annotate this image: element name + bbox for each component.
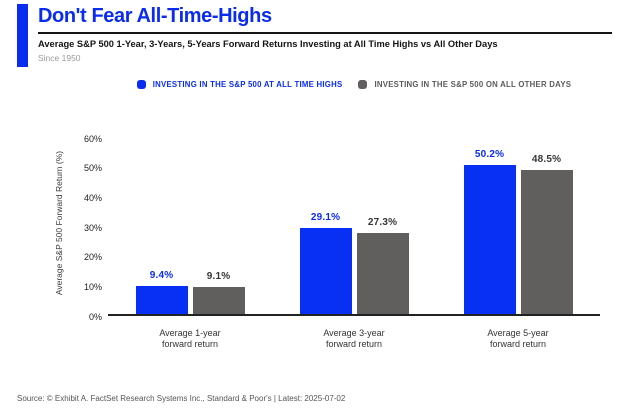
legend-marker-gray-icon <box>358 80 368 89</box>
accent-bar <box>17 4 28 67</box>
bar-value-label: 50.2% <box>474 149 505 161</box>
bar-value-label: 27.3% <box>367 217 398 229</box>
y-tick-label: 30% <box>83 222 102 233</box>
page-title: Don't Fear All-Time-Highs <box>38 5 272 27</box>
bar: 27.3% <box>356 217 409 314</box>
legend-item-all-time-highs[interactable]: INVESTING IN THE S&P 500 AT ALL TIME HIG… <box>136 80 343 89</box>
legend-label: INVESTING IN THE S&P 500 AT ALL TIME HIG… <box>152 80 343 89</box>
y-tick-label: 60% <box>83 133 102 144</box>
y-tick-label: 10% <box>83 281 102 292</box>
bar-group: 29.1% 27.3% Average 3-year forward return <box>299 138 409 349</box>
x-category-label: Average 1-year forward return <box>159 327 221 350</box>
legend-label: INVESTING IN THE S&P 500 ON ALL OTHER DA… <box>374 80 572 89</box>
plot-area: 9.4% 9.1% Average 1-year forward return 29.… <box>108 138 600 349</box>
bar-value-label: 29.1% <box>310 211 341 223</box>
bar: 29.1% <box>299 212 352 314</box>
bar: 50.2% <box>463 149 516 314</box>
source-attribution: Source: © Exhibit A. FactSet Research Sy… <box>17 394 346 403</box>
y-tick-label: 20% <box>83 252 102 263</box>
bar-group: 9.4% 9.1% Average 1-year forward return <box>135 138 245 349</box>
x-category-label: Average 5-year forward return <box>487 327 549 350</box>
y-tick-label: 50% <box>83 163 102 174</box>
bar-group: 50.2% 48.5% Average 5-year forward return <box>463 138 573 349</box>
y-axis-ticks: 0% 10% 20% 30% 40% 50% 60% <box>0 134 102 322</box>
x-category-label: Average 3-year forward return <box>323 327 385 350</box>
bar: 9.1% <box>192 271 245 314</box>
y-tick-label: 0% <box>88 311 102 322</box>
legend: INVESTING IN THE S&P 500 AT ALL TIME HIG… <box>104 80 604 89</box>
bar: 9.4% <box>135 270 188 314</box>
chart-subtitle: Average S&P 500 1-Year, 3-Years, 5-Years… <box>38 39 498 49</box>
bar-value-label: 9.4% <box>149 270 174 282</box>
bar-value-label: 9.1% <box>206 271 231 283</box>
title-divider <box>38 32 612 34</box>
legend-marker-blue-icon <box>136 80 146 89</box>
y-tick-label: 40% <box>83 192 102 203</box>
bar: 48.5% <box>520 154 573 314</box>
bar-value-label: 48.5% <box>531 154 562 166</box>
period-label: Since 1950 <box>38 53 81 63</box>
legend-item-all-other-days[interactable]: INVESTING IN THE S&P 500 ON ALL OTHER DA… <box>358 80 571 89</box>
